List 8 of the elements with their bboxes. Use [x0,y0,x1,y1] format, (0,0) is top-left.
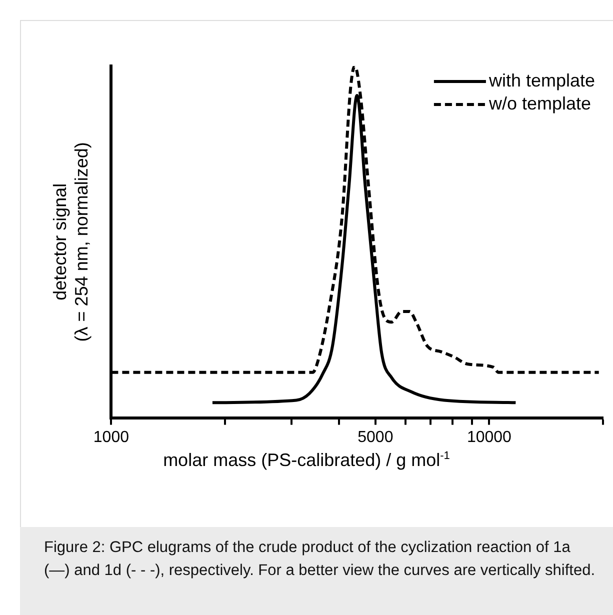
legend-label: with template [488,70,596,90]
x-tick-label: 10000 [466,428,512,446]
x-tick-label: 5000 [358,428,394,446]
caption: Figure 2: GPC elugrams of the crude product of the cyclization reaction of 1a (—) and 1d (- - -), respectively. For a better view the curves are vertically shifted. [20,527,613,615]
legend-label: w/o template [488,93,592,114]
y-axis-title: detector signal (λ = 254 nm, normalized) [50,142,92,342]
x-tick-label: 1000 [93,428,130,446]
x-axis-title: molar mass (PS-calibrated) / g mol$^{-1}$ [162,450,451,471]
